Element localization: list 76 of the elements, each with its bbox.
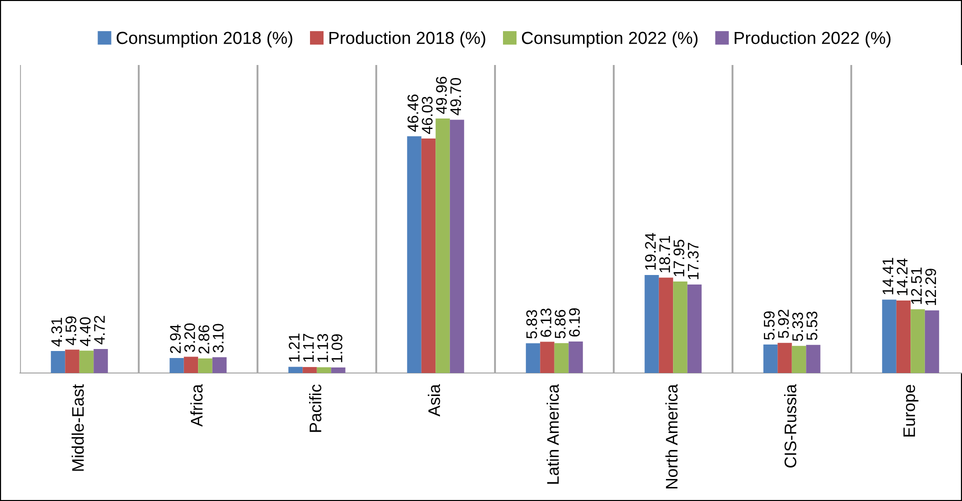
bar: [212, 357, 227, 373]
bar: [421, 138, 436, 373]
data-label: 2.86: [198, 325, 210, 354]
data-label: 1.09: [332, 334, 342, 362]
data-label: 4.72: [94, 316, 105, 344]
bar: [302, 367, 317, 373]
data-label: 2.94: [170, 324, 181, 354]
data-label: 5.92: [778, 310, 789, 338]
bar: [792, 346, 806, 373]
bar: [65, 350, 80, 373]
bar: [778, 342, 792, 373]
data-label: 3.10: [212, 324, 224, 352]
data-label: 5.59: [764, 311, 775, 340]
bar: [94, 348, 108, 373]
bar: [882, 300, 896, 373]
bar: [316, 367, 332, 373]
data-label: 49.96: [436, 76, 447, 114]
bar: [763, 344, 778, 373]
bar: [436, 118, 450, 373]
data-label: 5.83: [526, 310, 538, 339]
data-label: 3.20: [184, 323, 196, 352]
bar: [673, 282, 688, 373]
bar: [184, 356, 198, 373]
bar: [79, 350, 94, 373]
bar: [407, 136, 422, 373]
x-tick-label: Asia: [428, 384, 440, 416]
data-label: 49.70: [450, 78, 462, 116]
x-tick-label: Europe: [903, 384, 918, 436]
legend-label: Production 2018 (%): [329, 31, 486, 48]
x-tick-label: Africa: [190, 384, 203, 427]
data-label: 17.95: [674, 240, 684, 276]
data-label: 5.53: [806, 312, 818, 340]
data-label: 12.51: [911, 268, 922, 304]
data-label: 1.17: [303, 334, 314, 362]
data-label: 46.03: [422, 96, 433, 134]
data-label: 12.29: [925, 268, 936, 306]
legend-label: Consumption 2018 (%): [116, 31, 292, 48]
bar: [540, 342, 554, 373]
x-tick-label: North America: [665, 384, 678, 488]
bar: [170, 358, 184, 373]
bar: [806, 344, 820, 373]
legend-label: Production 2022 (%): [734, 31, 891, 48]
bar: [910, 309, 925, 373]
bar: [50, 351, 66, 373]
data-label: 18.71: [659, 236, 670, 272]
x-tick-label: Middle-East: [72, 384, 84, 471]
bar: [924, 310, 940, 373]
data-label: 4.59: [66, 316, 76, 346]
data-label: 4.40: [80, 317, 91, 346]
bar: [526, 343, 540, 373]
data-label: 5.86: [554, 310, 566, 338]
data-label: 46.46: [408, 94, 418, 132]
bar: [658, 278, 674, 373]
data-label: 4.31: [51, 318, 62, 347]
bar: [687, 284, 702, 373]
data-label: 14.41: [882, 258, 894, 294]
data-label: 6.19: [569, 308, 580, 337]
x-tick-label: Pacific: [309, 384, 322, 432]
bar: [450, 120, 464, 373]
bar: [568, 341, 583, 373]
bar: [331, 367, 346, 373]
bar: [288, 366, 303, 373]
bar: [554, 343, 569, 373]
legend-label: Consumption 2022 (%): [522, 31, 698, 48]
data-label: 1.21: [288, 334, 300, 362]
bar: [896, 300, 911, 373]
data-label: 1.13: [317, 334, 328, 362]
data-label: 14.24: [896, 258, 908, 296]
x-tick-label: Latin America: [546, 384, 559, 484]
data-label: 6.13: [540, 308, 552, 337]
data-label: 19.24: [645, 233, 656, 270]
data-label: 17.37: [688, 242, 699, 280]
data-label: 5.33: [792, 312, 804, 342]
bar: [644, 274, 659, 373]
x-tick-label: CIS-Russia: [784, 384, 796, 468]
bar: [198, 358, 212, 373]
